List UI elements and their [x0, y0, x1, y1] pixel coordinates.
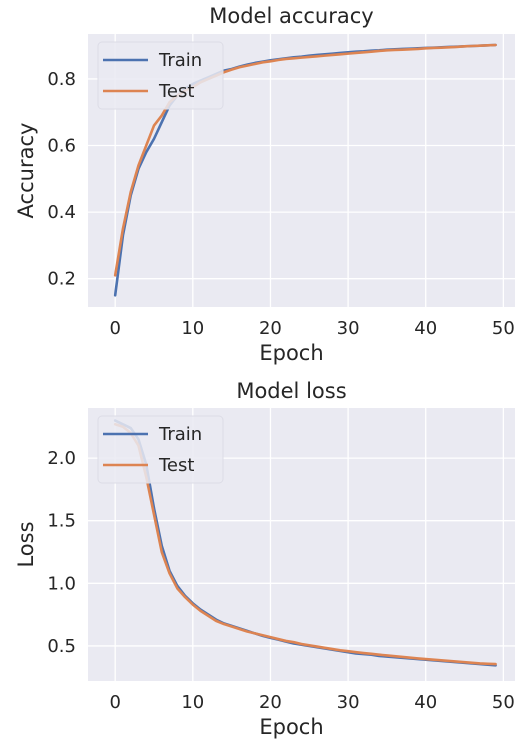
loss-chart: 0 10 20 30 40 50 0.5 1.0 1.5 2.0 Model loss Epoch Lo… — [14, 379, 515, 739]
accuracy-y-axis-label: Accuracy — [14, 123, 38, 219]
loss-x-tick-label: 30 — [337, 692, 360, 713]
accuracy-x-tick-label: 20 — [259, 318, 282, 339]
accuracy-x-tick-label: 10 — [181, 318, 204, 339]
loss-x-tick-label: 10 — [181, 692, 204, 713]
accuracy-legend: Train Test — [97, 41, 224, 110]
accuracy-x-tick-label: 50 — [492, 318, 515, 339]
accuracy-x-tick-label: 30 — [337, 318, 360, 339]
loss-y-tick-label: 1.5 — [47, 511, 76, 532]
loss-y-axis-label: Loss — [14, 521, 38, 567]
accuracy-x-tick-label: 40 — [414, 318, 437, 339]
loss-x-tick-label: 40 — [414, 692, 437, 713]
loss-series-test-line — [113, 422, 497, 666]
accuracy-chart-title: Model accuracy — [209, 4, 373, 28]
accuracy-legend-label-train: Train — [158, 50, 202, 71]
loss-legend-label-test: Test — [158, 455, 194, 476]
accuracy-chart: 0 10 20 30 40 50 0.2 0.4 0.6 0.8 Model accuracy Epo… — [14, 4, 515, 365]
loss-x-tick-label: 0 — [109, 692, 120, 713]
accuracy-y-tick-label: 0.2 — [47, 269, 76, 290]
loss-legend: Train Test — [97, 415, 224, 484]
accuracy-legend-label-test: Test — [158, 81, 194, 102]
loss-legend-label-train: Train — [158, 424, 202, 445]
accuracy-x-tick-label: 0 — [109, 318, 120, 339]
accuracy-y-tick-label: 0.6 — [47, 136, 76, 157]
loss-y-tick-label: 1.0 — [47, 573, 76, 594]
loss-y-tick-label: 2.0 — [47, 448, 76, 469]
accuracy-y-tick-label: 0.4 — [47, 202, 76, 223]
accuracy-y-tick-label: 0.8 — [47, 69, 76, 90]
loss-x-tick-label: 50 — [492, 692, 515, 713]
loss-x-tick-label: 20 — [259, 692, 282, 713]
loss-chart-title: Model loss — [236, 379, 346, 403]
accuracy-x-axis-label: Epoch — [259, 341, 323, 365]
loss-y-tick-label: 0.5 — [47, 636, 76, 657]
loss-x-axis-label: Epoch — [259, 715, 323, 739]
